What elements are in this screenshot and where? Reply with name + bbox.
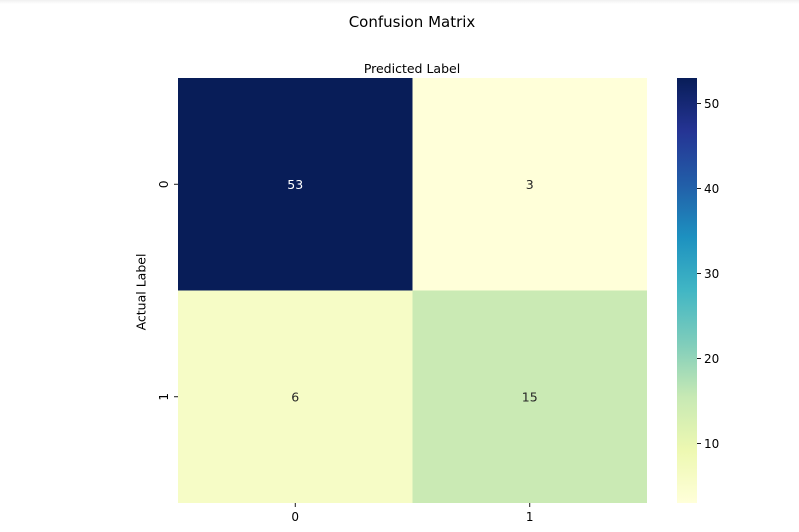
colorbar-tick-label: 20 — [704, 352, 719, 366]
cell-annotation: 3 — [526, 177, 534, 192]
colorbar-tick-label: 30 — [704, 267, 719, 281]
y-tick-label: 0 — [157, 180, 171, 188]
cell-annotation: 6 — [291, 389, 299, 404]
colorbar-tick-label: 50 — [704, 97, 719, 111]
colorbar-ticks: 10 20 30 40 50 — [697, 97, 719, 451]
heatmap-annotations: 53 3 6 15 — [287, 177, 537, 405]
heatmap-cells — [178, 78, 647, 503]
x-tick-label: 0 — [291, 510, 299, 524]
heatmap-cell — [412, 290, 647, 503]
heatmap-cell — [412, 78, 647, 291]
colorbar-tick-label: 10 — [704, 437, 719, 451]
x-axis-label: Predicted Label — [364, 61, 460, 76]
y-axis-ticks: 01 — [157, 180, 178, 401]
colorbar — [677, 78, 697, 503]
cell-annotation: 15 — [522, 389, 538, 404]
heatmap-cell — [178, 290, 413, 503]
window-top-edge — [0, 0, 799, 4]
y-axis-label: Actual Label — [134, 254, 149, 331]
colorbar-tick-label: 40 — [704, 182, 719, 196]
cell-annotation: 53 — [287, 177, 303, 192]
heatmap-cell — [178, 78, 413, 291]
chart-title: Confusion Matrix — [349, 13, 476, 31]
y-tick-label: 1 — [157, 393, 171, 401]
x-tick-label: 1 — [526, 510, 534, 524]
